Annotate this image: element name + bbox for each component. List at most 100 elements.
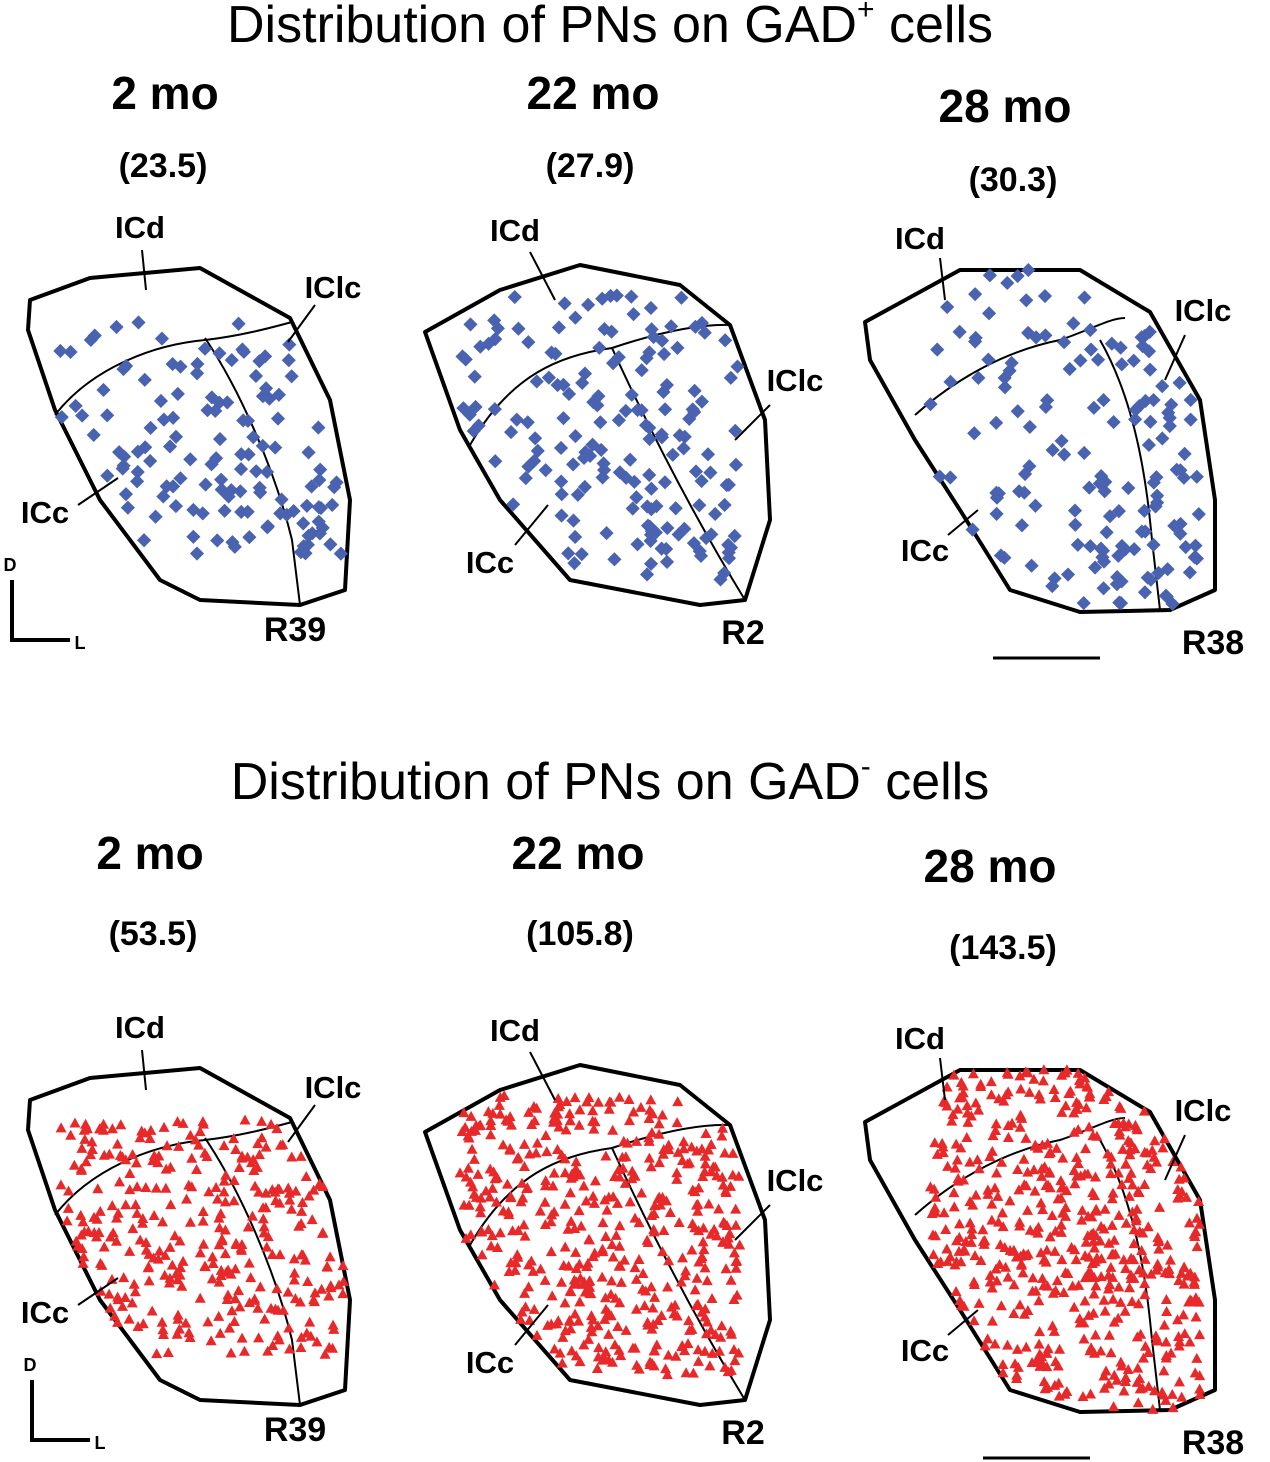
marker (148, 1210, 160, 1221)
region-label: ICd (115, 1010, 165, 1045)
marker (509, 412, 524, 427)
section-number: R39 (264, 611, 326, 649)
marker (219, 1248, 231, 1259)
marker (236, 1150, 248, 1161)
marker (523, 1106, 535, 1117)
marker (569, 1222, 581, 1233)
marker (1073, 1279, 1085, 1290)
marker (53, 343, 68, 359)
marker (559, 1241, 571, 1252)
marker (293, 1220, 305, 1231)
marker (169, 1230, 181, 1241)
marker (531, 1137, 543, 1148)
marker (1173, 1340, 1185, 1351)
marker (1060, 1100, 1072, 1111)
leader-line (514, 1304, 549, 1346)
marker (1137, 1267, 1149, 1278)
marker (482, 1224, 494, 1235)
marker (964, 1196, 976, 1207)
marker (656, 346, 672, 362)
marker (127, 1148, 139, 1159)
marker (1120, 1217, 1132, 1228)
region-label: IClc (767, 363, 824, 398)
marker (1134, 524, 1149, 539)
marker (503, 425, 519, 440)
marker (564, 1115, 576, 1126)
marker (1191, 1241, 1203, 1252)
marker (324, 1251, 336, 1262)
marker (957, 1080, 969, 1091)
marker (248, 368, 264, 384)
marker (123, 1313, 135, 1324)
leader-line (529, 1051, 556, 1101)
marker (614, 1171, 626, 1182)
marker (531, 1329, 543, 1340)
marker (582, 448, 598, 463)
panel: 22 mo (27.9)ICd IClc ICc R2 (423, 67, 824, 652)
marker (966, 1223, 978, 1234)
marker (1120, 1262, 1132, 1273)
marker (94, 1205, 106, 1216)
marker (1090, 1329, 1102, 1340)
marker (329, 475, 344, 490)
marker (147, 1155, 159, 1166)
marker (1043, 1148, 1055, 1159)
count-label: (143.5) (949, 929, 1057, 967)
marker (236, 1244, 248, 1255)
marker (697, 1236, 709, 1247)
marker (197, 1206, 209, 1217)
marker (643, 1135, 655, 1146)
marker (1149, 470, 1164, 485)
marker (940, 1224, 952, 1235)
marker (249, 1180, 261, 1191)
count-label: (53.5) (109, 915, 198, 953)
marker (995, 1300, 1007, 1311)
marker (725, 1180, 737, 1191)
marker (1137, 503, 1152, 518)
marker (472, 1168, 484, 1179)
marker (981, 352, 996, 367)
marker (160, 1182, 172, 1193)
leader-line (1164, 1134, 1186, 1181)
marker (611, 350, 626, 365)
marker (973, 1104, 985, 1115)
marker (279, 507, 294, 522)
marker (1153, 1243, 1165, 1254)
marker (221, 489, 236, 504)
marker (253, 1332, 265, 1343)
marker (720, 1187, 732, 1198)
marker (583, 1092, 595, 1103)
marker (1060, 567, 1076, 582)
marker (254, 1281, 266, 1292)
marker (1074, 1078, 1086, 1089)
marker (682, 1338, 694, 1349)
border (469, 1123, 731, 1246)
marker (1162, 410, 1177, 425)
marker (1037, 288, 1053, 304)
marker (313, 462, 328, 477)
marker (600, 1230, 612, 1241)
marker (971, 1154, 983, 1165)
marker (312, 472, 327, 488)
marker (1176, 1391, 1188, 1402)
marker (1027, 1272, 1039, 1283)
marker (584, 1287, 596, 1298)
marker (454, 1167, 466, 1178)
marker (481, 336, 496, 351)
marker (1033, 1089, 1045, 1100)
marker (1167, 1402, 1179, 1413)
marker (1119, 1305, 1131, 1316)
marker (619, 470, 634, 485)
marker (1124, 1149, 1136, 1160)
marker (633, 1253, 645, 1264)
marker (609, 288, 624, 303)
marker (728, 1293, 740, 1304)
marker (72, 1240, 84, 1251)
marker (694, 473, 709, 489)
marker (717, 1236, 729, 1247)
marker (255, 389, 271, 404)
marker (1020, 1066, 1032, 1077)
marker (646, 329, 661, 345)
marker (1175, 1267, 1187, 1278)
marker (327, 1342, 339, 1353)
